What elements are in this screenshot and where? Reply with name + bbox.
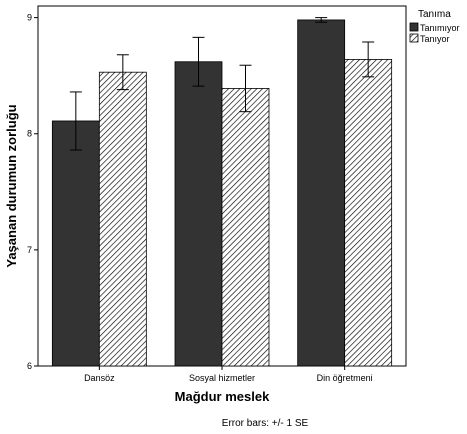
error-bar-tan-yor-1 — [239, 64, 252, 113]
error-bars-note: Error bars: +/- 1 SE — [222, 418, 309, 429]
y-tick-label: 6 — [27, 361, 32, 371]
bar-tan-yor-2 — [344, 59, 393, 367]
bar-tan-m-yor-2 — [297, 19, 346, 367]
bar-tan-m-yor-0 — [51, 120, 100, 367]
legend-title: Tanıma — [418, 9, 451, 20]
legend: Tanıma Tanımıyor Tanıyor — [409, 9, 460, 44]
error-bar-tan-yor-0 — [116, 54, 129, 91]
legend-swatch-tanimiyor — [409, 22, 419, 32]
error-bar-tan-m-yor-1 — [192, 36, 205, 87]
y-tick-label: 8 — [27, 129, 32, 139]
bar-tan-yor-1 — [221, 88, 270, 367]
x-tick-label: Sosyal hizmetler — [189, 373, 255, 383]
y-tick-label: 7 — [27, 245, 32, 255]
x-axis-title: Mağdur meslek — [175, 389, 270, 404]
legend-label-tanimiyor: Tanımıyor — [420, 23, 460, 33]
error-bar-tan-yor-2 — [362, 41, 375, 78]
legend-label-taniyor: Tanıyor — [420, 34, 450, 44]
error-bar-tan-m-yor-0 — [69, 91, 82, 151]
error-bar-tan-m-yor-2 — [315, 17, 328, 23]
x-tick-label: Din öğretmeni — [317, 373, 373, 383]
y-axis-title: Yaşanan durumun zorluğu — [4, 104, 19, 267]
legend-swatch-taniyor — [409, 33, 419, 43]
bar-tan-yor-0 — [98, 71, 147, 367]
y-tick-label: 9 — [27, 13, 32, 23]
x-tick-label: Dansöz — [84, 373, 115, 383]
bar-tan-m-yor-1 — [174, 61, 223, 367]
